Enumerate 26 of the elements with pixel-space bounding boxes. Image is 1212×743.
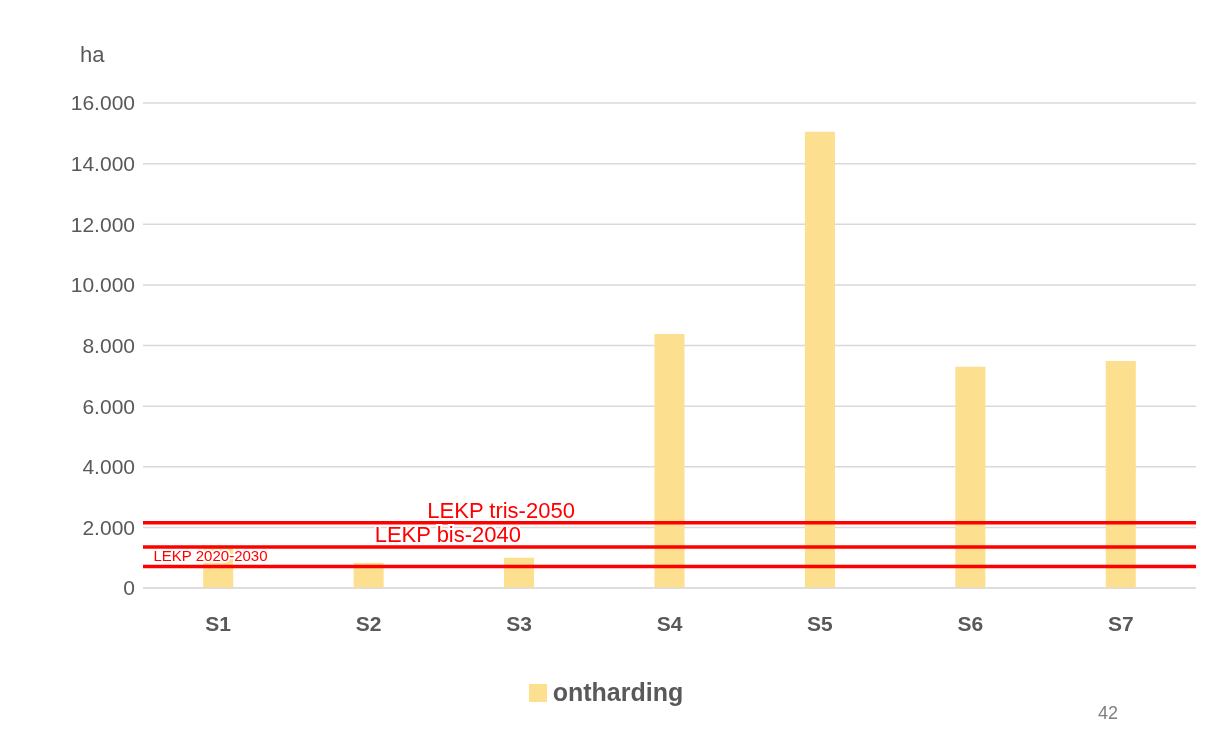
ref-line-label: LEKP 2020-2030 <box>153 547 268 565</box>
y-tick-label: 0 <box>123 576 135 600</box>
bar <box>654 333 685 588</box>
x-tick-label: S2 <box>355 611 382 635</box>
x-tick-label: S6 <box>957 611 984 635</box>
y-tick-label: 14.000 <box>70 152 135 176</box>
y-tick-label: 12.000 <box>70 212 135 236</box>
ref-line-label: LEKP bis-2040 <box>374 522 522 548</box>
bar <box>1105 360 1136 588</box>
y-tick-label: 8.000 <box>82 333 135 357</box>
text: 42 <box>1098 703 1119 724</box>
y-tick-label: 4.000 <box>82 455 135 479</box>
bar <box>804 131 835 588</box>
bar <box>955 366 986 588</box>
ref-line-label: LEKP tris-2050 <box>427 497 575 523</box>
y-axis-title: ha <box>80 42 105 68</box>
y-tick-label: 6.000 <box>82 394 135 418</box>
x-tick-label: S3 <box>506 611 532 635</box>
x-tick-label: S7 <box>1107 611 1134 635</box>
y-tick-label: 2.000 <box>82 515 135 539</box>
y-tick-label: 16.000 <box>70 91 135 115</box>
y-tick-label: 10.000 <box>70 273 135 297</box>
legend-label: ontharding <box>551 678 684 707</box>
x-tick-label: S4 <box>656 611 683 635</box>
x-tick-label: S5 <box>807 611 834 635</box>
x-tick-label: S1 <box>205 611 232 635</box>
